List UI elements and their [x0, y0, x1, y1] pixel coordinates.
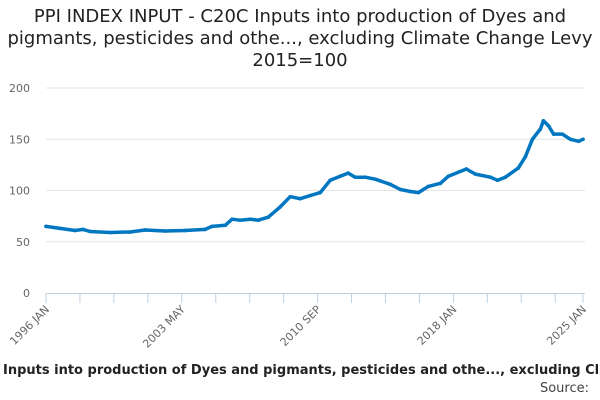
- data-point: [163, 229, 167, 233]
- x-tick-label: 2003 MAY: [140, 303, 188, 351]
- data-point: [298, 196, 303, 201]
- data-point: [473, 172, 478, 176]
- data-point: [426, 184, 431, 189]
- data-point: [210, 224, 214, 229]
- gridlines: [46, 87, 585, 243]
- data-point: [128, 230, 132, 234]
- data-point: [495, 178, 500, 183]
- data-point: [266, 215, 271, 219]
- data-point: [81, 227, 85, 232]
- data-point: [256, 218, 261, 223]
- x-tick-label: 2018 JAN: [415, 303, 460, 348]
- data-point: [288, 194, 293, 199]
- data-point: [88, 229, 92, 234]
- y-axis: 0 50 100 150 200: [9, 82, 30, 300]
- data-point: [318, 190, 323, 195]
- data-point: [488, 175, 493, 179]
- series-line: [44, 119, 585, 235]
- data-point: [338, 174, 343, 178]
- y-tick-label: 200: [9, 82, 30, 95]
- data-point: [230, 217, 234, 221]
- data-point: [248, 217, 253, 221]
- data-point: [576, 139, 581, 144]
- y-tick-label: 0: [23, 287, 30, 300]
- data-point: [346, 171, 351, 175]
- data-point: [363, 175, 368, 179]
- data-point: [398, 187, 403, 192]
- x-tick-label: 1996 JAN: [7, 303, 52, 348]
- data-point: [516, 166, 521, 170]
- data-point: [183, 228, 187, 233]
- data-point: [560, 132, 565, 136]
- data-point: [581, 137, 585, 142]
- data-point: [541, 119, 546, 123]
- data-point: [143, 228, 147, 232]
- data-point: [530, 137, 535, 142]
- data-point: [551, 132, 556, 136]
- data-point: [308, 193, 313, 198]
- data-point: [108, 230, 112, 235]
- data-point: [203, 227, 207, 232]
- data-point: [408, 189, 413, 194]
- data-point: [416, 190, 421, 195]
- data-point: [438, 181, 443, 186]
- y-tick-label: 100: [9, 185, 30, 198]
- data-point: [538, 127, 543, 131]
- data-point: [223, 223, 228, 228]
- x-axis-title: Inputs into production of Dyes and pigma…: [3, 363, 600, 378]
- data-point: [388, 182, 393, 187]
- source-label: Source:: [539, 381, 589, 396]
- data-point: [523, 154, 528, 159]
- x-axis: 1996 JAN 2003 MAY 2010 SEP 2018 JAN 2025 JAN: [7, 293, 589, 351]
- chart-title: PPI INDEX INPUT - C20C Inputs into produ…: [7, 6, 593, 71]
- data-point: [328, 178, 333, 183]
- data-point: [446, 174, 451, 178]
- data-point: [73, 228, 77, 233]
- data-point: [44, 224, 48, 229]
- data-point: [373, 177, 378, 182]
- y-tick-label: 50: [16, 236, 30, 249]
- data-point: [464, 167, 469, 171]
- x-tick-label: 2010 SEP: [278, 303, 324, 349]
- data-point: [568, 137, 573, 142]
- data-point: [503, 175, 508, 179]
- data-point: [58, 226, 62, 231]
- data-point: [546, 124, 551, 128]
- x-tick-label: 2025 JAN: [544, 303, 589, 348]
- y-tick-label: 150: [9, 133, 30, 146]
- series-group: [44, 119, 585, 235]
- data-point: [238, 218, 243, 223]
- data-point: [278, 205, 283, 209]
- data-point: [353, 175, 358, 179]
